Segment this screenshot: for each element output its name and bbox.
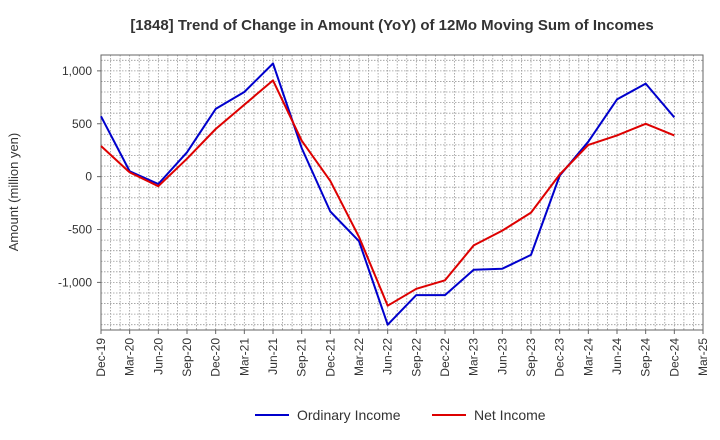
x-tick-label: Dec-23	[553, 338, 567, 377]
legend-label: Ordinary Income	[297, 407, 401, 423]
y-tick-label: -500	[68, 223, 92, 237]
x-axis-ticks: Dec-19 Mar-20 Jun-20 Sep-20 Dec-20 Mar-21 Jun-…	[94, 330, 710, 377]
x-tick-label: Dec-19	[94, 338, 108, 377]
x-tick-label: Dec-22	[438, 338, 452, 377]
x-tick-label: Jun-20	[151, 338, 165, 375]
series-lines	[100, 62, 676, 326]
x-tick-label: Sep-20	[180, 338, 194, 377]
y-axis-label: Amount (million yen)	[6, 133, 21, 252]
x-tick-label: Jun-21	[266, 338, 280, 375]
series-line-ordinary-income	[100, 62, 676, 326]
x-tick-label: Sep-22	[409, 338, 423, 377]
x-tick-label: Jun-22	[381, 338, 395, 375]
x-tick-label: Mar-25	[696, 338, 710, 376]
plot-area	[100, 54, 704, 331]
x-tick-label: Dec-24	[667, 338, 681, 377]
x-tick-label: Mar-21	[237, 338, 251, 376]
y-tick-label: -1,000	[58, 275, 92, 289]
x-tick-label: Jun-24	[610, 338, 624, 375]
x-tick-label: Jun-23	[495, 338, 509, 375]
x-tick-label: Dec-20	[209, 338, 223, 377]
grid	[100, 55, 704, 330]
x-tick-label: Mar-22	[352, 338, 366, 376]
x-tick-label: Dec-21	[323, 338, 337, 377]
y-tick-label: 500	[72, 117, 92, 131]
x-tick-label: Sep-21	[295, 338, 309, 377]
y-tick-label: 1,000	[62, 64, 92, 78]
y-axis-ticks: 1,000 500 0 -500 -1,000	[58, 64, 101, 289]
chart-title: [1848] Trend of Change in Amount (YoY) o…	[130, 17, 653, 34]
x-tick-label: Mar-23	[467, 338, 481, 376]
legend-label: Net Income	[474, 407, 546, 423]
legend: Ordinary Income Net Income	[255, 407, 546, 423]
x-tick-label: Sep-23	[524, 338, 538, 377]
x-tick-label: Mar-24	[581, 338, 595, 376]
y-tick-label: 0	[85, 170, 92, 184]
series-line-net-income	[100, 79, 675, 307]
x-tick-label: Sep-24	[639, 338, 653, 377]
x-tick-label: Mar-20	[123, 338, 137, 376]
